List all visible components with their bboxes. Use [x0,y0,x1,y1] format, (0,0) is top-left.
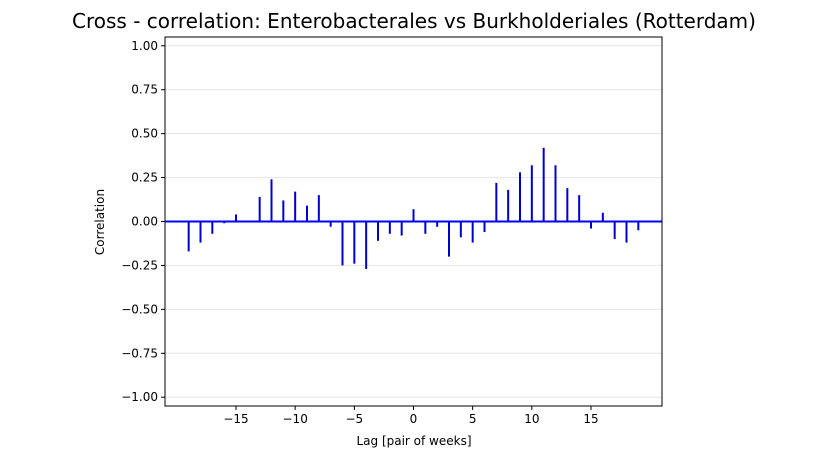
bars [187,147,640,269]
x-tick-label: 5 [469,412,477,426]
x-tick-label: −15 [223,412,248,426]
y-axis: −1.00 −0.75 −0.50 −0.25 0.00 0.25 0.50 0.75 1.00 [121,39,165,404]
y-tick-label: 0.25 [131,171,158,185]
y-tick-label: −0.75 [121,346,158,360]
x-axis-label: Lag [pair of weeks] [356,434,471,448]
y-tick-label: −0.50 [121,302,158,316]
y-tick-label: −1.00 [121,390,158,404]
x-tick-label: 10 [524,412,539,426]
x-tick-label: −5 [345,412,363,426]
x-axis: −15 −10 −5 0 5 10 15 [223,406,599,426]
y-tick-label: 0.00 [131,215,158,229]
y-tick-label: 0.75 [131,83,158,97]
y-tick-label: −0.25 [121,258,158,272]
y-tick-label: 0.50 [131,127,158,141]
y-tick-label: 1.00 [131,39,158,53]
y-axis-label: Correlation [93,189,107,255]
x-tick-label: −10 [283,412,308,426]
x-tick-label: 15 [583,412,598,426]
chart-title: Cross - correlation: Enterobacterales vs… [72,9,756,33]
x-tick-label: 0 [410,412,418,426]
